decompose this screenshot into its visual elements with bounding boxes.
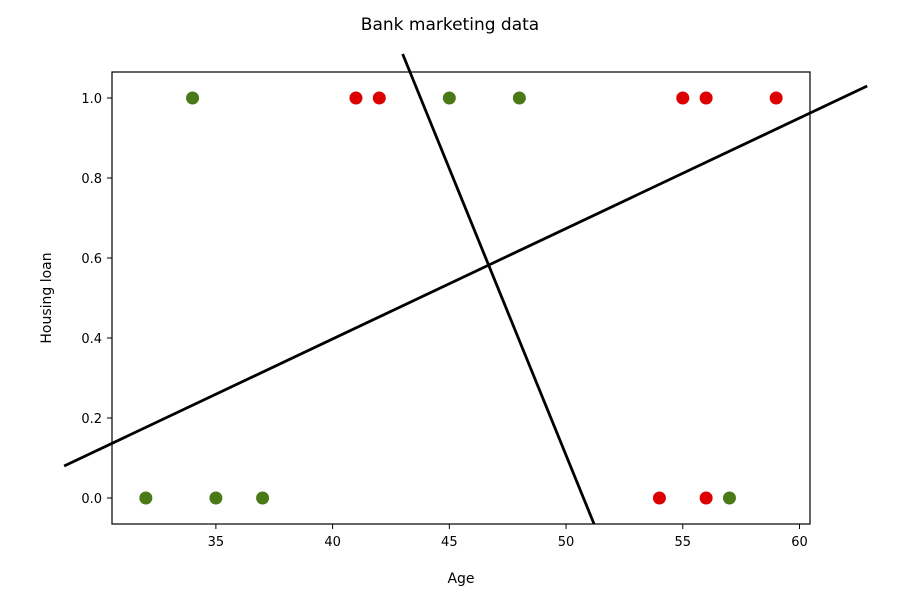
x-tick-label: 50 bbox=[558, 535, 575, 550]
x-axis-ticks: 35 40 45 50 55 60 bbox=[208, 524, 808, 550]
chart-title: Bank marketing data bbox=[361, 15, 539, 35]
data-point bbox=[372, 91, 386, 105]
x-tick-label: 45 bbox=[441, 535, 458, 550]
x-tick-label: 55 bbox=[674, 535, 691, 550]
data-point bbox=[209, 491, 223, 505]
lines-layer bbox=[63, 53, 868, 525]
y-tick-label: 0.8 bbox=[81, 172, 102, 187]
data-point bbox=[676, 91, 690, 105]
x-tick-label: 35 bbox=[208, 535, 225, 550]
fit-line-2 bbox=[401, 53, 596, 525]
y-tick-label: 0.6 bbox=[81, 252, 102, 267]
y-axis-label: Housing loan bbox=[39, 252, 55, 343]
data-point bbox=[699, 491, 713, 505]
data-point bbox=[699, 91, 713, 105]
y-tick-label: 0.0 bbox=[81, 492, 102, 507]
data-point bbox=[186, 91, 200, 105]
fit-line-1 bbox=[63, 84, 868, 468]
y-tick-label: 0.4 bbox=[81, 332, 102, 347]
data-point bbox=[256, 491, 270, 505]
plot-frame bbox=[111, 71, 811, 525]
x-axis-label: Age bbox=[447, 571, 474, 587]
y-tick-label: 1.0 bbox=[81, 92, 102, 107]
y-tick-label: 0.2 bbox=[81, 412, 102, 427]
points-layer bbox=[139, 91, 783, 505]
data-point bbox=[722, 491, 736, 505]
data-point bbox=[442, 91, 456, 105]
data-point bbox=[512, 91, 526, 105]
x-tick-label: 60 bbox=[791, 535, 808, 550]
data-point bbox=[349, 91, 363, 105]
data-point bbox=[139, 491, 153, 505]
x-tick-label: 40 bbox=[324, 535, 341, 550]
data-point bbox=[769, 91, 783, 105]
y-axis-ticks: 0.0 0.2 0.4 0.6 0.8 1.0 bbox=[81, 92, 112, 507]
data-point bbox=[652, 491, 666, 505]
